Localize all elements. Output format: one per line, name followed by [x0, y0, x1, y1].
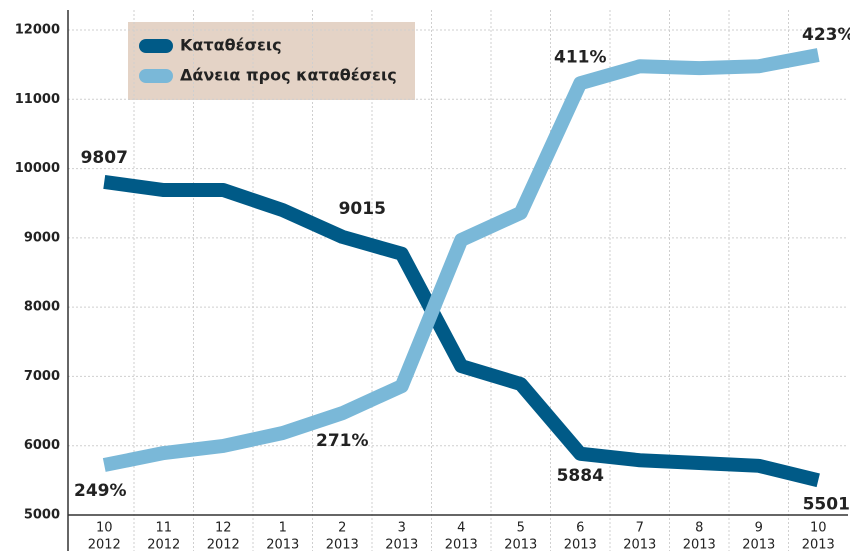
- x-tick-label-year: 2013: [742, 538, 775, 551]
- x-tick-label-year: 2013: [504, 538, 537, 551]
- line-series: [102, 48, 820, 472]
- x-tick-label: 6: [576, 521, 584, 536]
- y-tick-label: 11000: [15, 92, 60, 107]
- y-tick-label: 12000: [15, 23, 60, 38]
- x-tick-label: 3: [398, 521, 406, 536]
- legend-label: Καταθέσεις: [180, 36, 282, 55]
- data-label: 9807: [81, 148, 128, 168]
- x-tick-label-year: 2013: [683, 538, 716, 551]
- y-tick-label: 7000: [24, 369, 60, 384]
- line-series: [103, 175, 820, 488]
- x-tick-label-year: 2013: [445, 538, 478, 551]
- x-tick-label: 8: [695, 521, 703, 536]
- x-tick-label-year: 2012: [88, 538, 121, 551]
- data-label: 411%: [554, 47, 607, 67]
- data-label: 249%: [74, 481, 127, 501]
- x-tick-label-year: 2013: [326, 538, 359, 551]
- x-tick-label-year: 2013: [802, 538, 835, 551]
- data-label: 423%: [802, 25, 850, 45]
- x-tick-label: 11: [155, 521, 172, 536]
- x-tick-label: 9: [755, 521, 763, 536]
- x-tick-label: 12: [215, 521, 232, 536]
- x-tick-label-year: 2012: [147, 538, 180, 551]
- data-label: 271%: [316, 431, 369, 451]
- x-tick-label: 10: [810, 521, 827, 536]
- x-tick-label-year: 2013: [266, 538, 299, 551]
- data-label: 5884: [557, 466, 604, 486]
- legend-box: [128, 22, 415, 100]
- y-tick-label: 6000: [24, 438, 60, 453]
- x-tick-label: 10: [96, 521, 113, 536]
- x-tick-label-year: 2013: [385, 538, 418, 551]
- data-label: 9015: [339, 199, 386, 219]
- x-tick-label-year: 2013: [623, 538, 656, 551]
- x-tick-label-year: 2012: [207, 538, 240, 551]
- x-tick-label: 2: [338, 521, 346, 536]
- x-tick-label: 4: [457, 521, 465, 536]
- x-tick-label: 1: [279, 521, 287, 536]
- y-tick-label: 10000: [15, 161, 60, 176]
- y-tick-label: 9000: [24, 230, 60, 245]
- x-tick-label-year: 2013: [564, 538, 597, 551]
- y-tick-label: 5000: [24, 508, 60, 523]
- legend-label: Δάνεια προς καταθέσεις: [180, 66, 397, 85]
- y-tick-label: 8000: [24, 300, 60, 315]
- x-tick-label: 5: [517, 521, 525, 536]
- x-tick-label: 7: [636, 521, 644, 536]
- data-label: 5501: [803, 494, 850, 514]
